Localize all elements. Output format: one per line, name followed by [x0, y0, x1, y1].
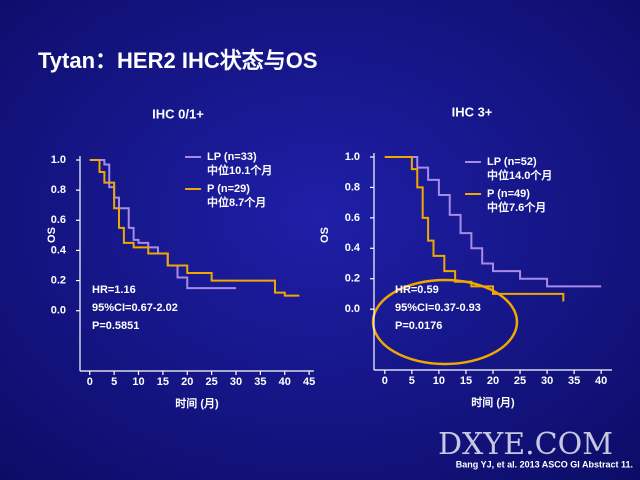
x-tick-label: 0: [382, 375, 388, 387]
x-tick-label: 25: [206, 376, 218, 388]
legend-median: 中位14.0个月: [487, 168, 552, 182]
y-tick-label: 0.0: [51, 305, 66, 317]
chart-title: IHC 3+: [452, 104, 493, 119]
y-tick-label: 0.6: [345, 212, 360, 224]
legend-median: 中位7.6个月: [487, 200, 546, 214]
footer: Bang YJ, et al. 2013 ASCO GI Abstract 11…: [456, 459, 633, 469]
legend-label: LP (n=33): [207, 151, 257, 163]
y-tick-label: 1.0: [51, 154, 66, 166]
chart-title: IHC 0/1+: [152, 106, 204, 121]
legend-median: 中位8.7个月: [207, 195, 266, 209]
x-tick-label: 15: [157, 376, 169, 388]
y-tick-label: 0.8: [51, 184, 66, 196]
y-tick-label: 0.4: [51, 244, 67, 256]
y-axis-label: OS: [319, 227, 331, 243]
x-tick-label: 20: [487, 375, 499, 387]
x-tick-label: 5: [409, 375, 415, 387]
x-tick-label: 35: [568, 375, 580, 387]
x-axis-label: 时间 (月): [175, 396, 219, 410]
highlight-ellipse: [371, 278, 519, 366]
annotation: 95%CI=0.37-0.93: [395, 302, 481, 314]
y-tick-label: 0.4: [345, 242, 361, 254]
y-tick-label: 0.2: [345, 273, 360, 285]
annotation: 95%CI=0.67-2.02: [92, 302, 178, 314]
x-tick-label: 25: [514, 375, 526, 387]
y-tick-label: 0.6: [51, 214, 66, 226]
annotation: HR=0.59: [395, 284, 439, 296]
y-tick-label: 0.8: [345, 181, 360, 193]
legend-median: 中位10.1个月: [207, 163, 272, 177]
x-tick-label: 10: [132, 376, 144, 388]
watermark: DXYE.COM: [438, 427, 613, 462]
x-tick-label: 40: [279, 376, 291, 388]
x-tick-label: 0: [87, 376, 93, 388]
slide-title: Tytan：HER2 IHC状态与OS: [38, 48, 318, 73]
x-tick-label: 5: [111, 376, 117, 388]
annotation: P=0.0176: [395, 320, 442, 332]
x-tick-label: 20: [181, 376, 193, 388]
legend-label: LP (n=52): [487, 156, 537, 168]
y-tick-label: 0.2: [51, 274, 66, 286]
annotation: P=0.5851: [92, 320, 139, 332]
x-tick-label: 45: [303, 376, 315, 388]
survival-curve: [384, 156, 565, 302]
x-axis-label: 时间 (月): [471, 395, 515, 409]
legend-label: P (n=29): [207, 183, 250, 195]
annotation: HR=1.16: [92, 284, 136, 296]
x-tick-label: 35: [254, 376, 266, 388]
x-tick-label: 30: [541, 375, 553, 387]
survival-curve: [89, 159, 300, 297]
survival-curve: [384, 156, 602, 288]
x-tick-label: 30: [230, 376, 242, 388]
x-tick-label: 40: [595, 375, 607, 387]
legend-label: P (n=49): [487, 188, 530, 200]
y-tick-label: 0.0: [345, 303, 360, 315]
y-tick-label: 1.0: [345, 151, 360, 163]
y-axis-label: OS: [46, 227, 58, 243]
x-tick-label: 15: [460, 375, 472, 387]
x-tick-label: 10: [433, 375, 445, 387]
